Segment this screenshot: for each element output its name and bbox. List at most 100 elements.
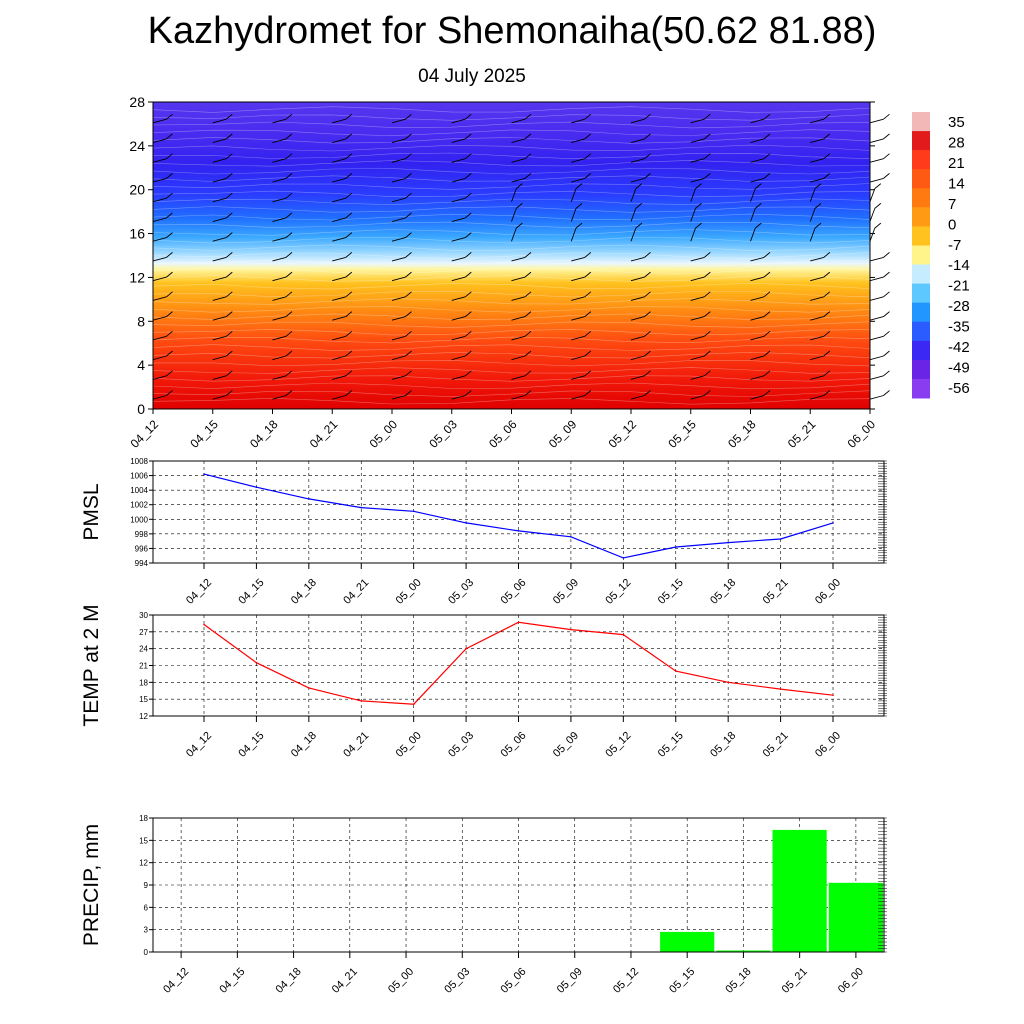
wind-barb — [212, 316, 227, 321]
wind-barb — [332, 177, 346, 183]
wind-barb-flag — [704, 311, 711, 317]
contour-line — [152, 367, 871, 374]
y-tick-label: 27 — [139, 628, 148, 637]
x-tick-label: 04_12 — [161, 966, 191, 996]
wind-barb-flag — [584, 133, 592, 140]
wind-barb-flag — [345, 311, 353, 317]
wind-barb-flag — [524, 133, 532, 140]
wind-barb — [391, 296, 406, 301]
wind-barb-flag — [584, 390, 592, 396]
wind-barb-flag — [405, 271, 412, 278]
wind-barb — [869, 118, 884, 124]
colorbar-label: -21 — [948, 278, 970, 295]
data-point — [517, 621, 520, 624]
wind-barb — [750, 395, 765, 400]
data-point — [465, 647, 467, 650]
wind-barb — [690, 138, 705, 144]
wind-barb — [809, 208, 816, 222]
wind-barb — [690, 276, 705, 282]
wind-barb — [690, 118, 705, 124]
wind-barb — [869, 296, 884, 301]
wind-barb-flag — [345, 291, 353, 298]
wind-barb — [869, 227, 876, 242]
wind-barb — [810, 335, 824, 341]
y-tick-label: 1002 — [130, 501, 148, 510]
wind-barb — [152, 316, 167, 321]
wind-barb-flag — [575, 203, 583, 209]
wind-barb — [391, 335, 406, 341]
x-tick-label: 04_12 — [184, 577, 214, 607]
wind-barb — [212, 256, 227, 262]
wind-barb — [750, 276, 765, 282]
colorbar-swatch — [912, 378, 930, 399]
wind-barb — [511, 316, 526, 321]
data-point — [360, 506, 363, 509]
x-tick-label: 05_03 — [446, 730, 476, 760]
wind-barb-flag — [465, 311, 472, 317]
wind-barb — [869, 395, 884, 400]
wind-barb-flag — [405, 291, 412, 298]
wind-barb-flag — [166, 212, 173, 219]
wind-barb — [571, 138, 585, 144]
data-point — [570, 628, 572, 631]
wind-barb-flag — [226, 291, 233, 298]
wind-barb — [750, 208, 756, 222]
data-point — [675, 670, 677, 672]
wind-barb-flag — [226, 173, 233, 179]
wind-barb-flag — [285, 311, 293, 317]
wind-barb-flag — [166, 291, 173, 298]
wind-barb-flag — [226, 113, 233, 120]
wind-barb — [810, 276, 824, 282]
chart-title: Kazhydromet for Shemonaiha(50.62 81.88) — [147, 10, 877, 52]
wind-barb-flag — [635, 183, 643, 189]
wind-barb — [511, 118, 526, 124]
x-tick-label: 05_18 — [723, 966, 753, 996]
wind-barb-flag — [823, 271, 831, 278]
contour-line — [152, 275, 871, 282]
wind-barb — [332, 118, 346, 124]
x-tick-label: 05_12 — [603, 577, 633, 607]
wind-barb — [570, 227, 577, 242]
wind-barb — [571, 355, 585, 361]
wind-barb — [750, 118, 765, 124]
pmsl-panel: 994 996 998 1000 1002 1004 1006 1008 04_12 04_15 0… — [80, 457, 887, 607]
wind-barb — [810, 296, 824, 301]
wind-barb-flag — [345, 113, 353, 120]
data-point — [675, 546, 677, 548]
wind-barb-flag — [763, 291, 771, 298]
wind-barb-flag — [823, 113, 831, 120]
data-point — [360, 700, 363, 702]
x-tick-label: 04_18 — [289, 730, 319, 760]
wind-barb — [571, 118, 585, 124]
wind-barb-flag — [285, 252, 293, 258]
wind-barb — [750, 355, 765, 361]
wind-barb — [332, 197, 346, 203]
wind-barb — [869, 188, 876, 202]
precip-panel: 0 3 6 9 12 15 18 04_12 04_15 04_18 04_21 05_00 05_03… — [80, 814, 887, 996]
wind-barb — [570, 208, 577, 222]
wind-barb-flag — [405, 232, 412, 238]
wind-barb-flag — [166, 350, 173, 357]
x-tick-label: 06_00 — [813, 577, 843, 607]
wind-barb-flag — [345, 192, 353, 199]
wind-barb-flag — [814, 183, 822, 189]
wind-barb — [869, 256, 884, 262]
x-tick-label: 06_00 — [836, 966, 866, 996]
wind-barb — [511, 276, 526, 282]
wind-barb — [809, 188, 816, 202]
x-tick-label: 05_21 — [761, 730, 791, 760]
wind-barb-flag — [285, 271, 293, 278]
contour-line — [152, 129, 871, 137]
wind-barb — [212, 217, 227, 222]
x-tick-label: 05_03 — [426, 417, 460, 451]
wind-barb-flag — [524, 390, 532, 396]
wind-barb-flag — [823, 390, 831, 396]
wind-barb — [272, 316, 287, 321]
y-tick-label: 4 — [137, 357, 145, 373]
x-tick-label: 04_21 — [307, 417, 341, 451]
y-tick-label: 8 — [137, 313, 145, 329]
wind-barb-flag — [166, 271, 173, 278]
data-point — [412, 703, 415, 705]
wind-barb — [810, 316, 824, 321]
wind-barb-flag — [166, 311, 173, 317]
